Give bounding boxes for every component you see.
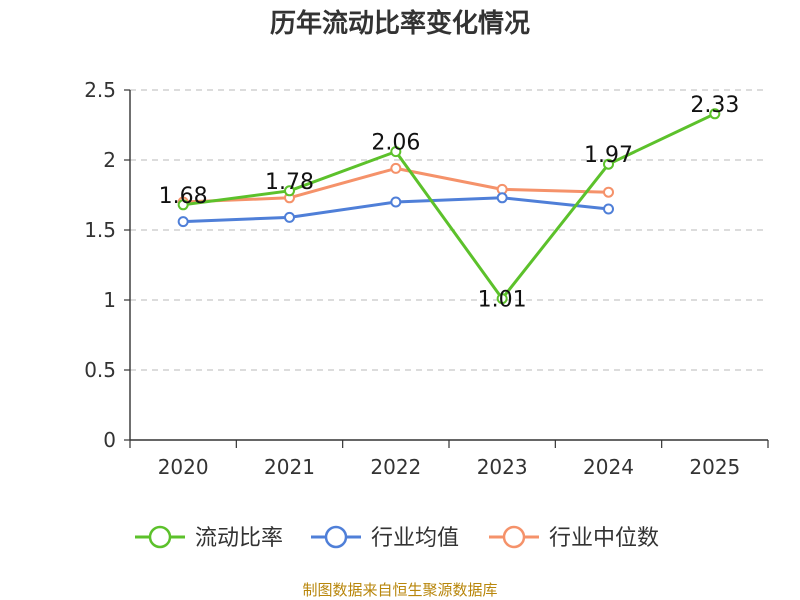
series-2-point-2023[interactable] [496, 192, 508, 204]
y-tick-label-1: 0.5 [84, 358, 116, 382]
x-tick-label-2024: 2024 [583, 455, 634, 479]
series-3-point-2024[interactable] [603, 186, 614, 198]
y-tick-label-0: 0 [103, 428, 116, 452]
legend-item-2[interactable]: 行业均值 [311, 525, 459, 551]
x-tick-label-2025: 2025 [689, 455, 740, 479]
x-tick-label-2023: 2023 [477, 455, 528, 479]
series-1-point-2022[interactable] [390, 146, 402, 158]
series-1-point-2023[interactable] [496, 293, 508, 305]
legend-item-3[interactable]: 行业中位数 [489, 525, 659, 551]
series-layer [177, 108, 721, 305]
data-label-2020: 1.68 [159, 184, 208, 209]
series-2-point-2024[interactable] [603, 203, 614, 215]
data-labels: 1.68 1.78 2.06 1.01 1.97 2.33 [159, 93, 740, 313]
legend-label-1: 流动比率 [195, 526, 283, 551]
legend-item-1[interactable]: 流动比率 [135, 525, 283, 551]
series-1-line [182, 112, 716, 301]
legend[interactable]: 流动比率 行业均值 行业中位数 [135, 525, 659, 551]
y-tick-label-2: 1 [103, 288, 116, 312]
data-label-2021: 1.78 [265, 170, 314, 195]
legend-swatch-marker-3 [502, 525, 526, 549]
series-1 [177, 108, 721, 305]
data-label-2024: 1.97 [584, 143, 633, 168]
legend-label-2: 行业均值 [371, 526, 459, 551]
y-tick-label-5: 2.5 [84, 78, 116, 102]
axes: 0 0.5 1 1.5 2 2.5 2020 2021 2022 2023 2024 2025 [84, 78, 769, 479]
y-tick-label-4: 2 [103, 148, 116, 172]
data-label-2022: 2.06 [371, 131, 420, 156]
series-2-point-2021[interactable] [284, 211, 295, 223]
data-label-2025: 2.33 [690, 93, 739, 118]
series-2 [177, 192, 614, 228]
series-2-point-2022[interactable] [390, 196, 402, 208]
y-tick-label-3: 1.5 [84, 218, 116, 242]
chart-title: 历年流动比率变化情况 [270, 8, 530, 39]
series-1-point-2024[interactable] [603, 158, 614, 170]
series-1-point-2025[interactable] [709, 108, 721, 120]
source-note: 制图数据来自恒生聚源数据库 [302, 581, 497, 599]
legend-label-3: 行业中位数 [549, 526, 659, 551]
legend-swatch-marker-2 [324, 525, 348, 549]
series-3-point-2022[interactable] [390, 162, 402, 174]
series-3 [177, 162, 614, 208]
x-tick-label-2021: 2021 [264, 455, 315, 479]
series-1-point-2021[interactable] [284, 185, 295, 197]
data-label-2023: 1.01 [478, 288, 527, 313]
x-tick-label-2020: 2020 [158, 455, 209, 479]
legend-swatch-marker-1 [148, 525, 172, 549]
x-tick-label-2022: 2022 [370, 455, 421, 479]
grid [130, 89, 768, 371]
series-2-point-2020[interactable] [177, 216, 189, 228]
series-1-point-2020[interactable] [177, 199, 189, 211]
